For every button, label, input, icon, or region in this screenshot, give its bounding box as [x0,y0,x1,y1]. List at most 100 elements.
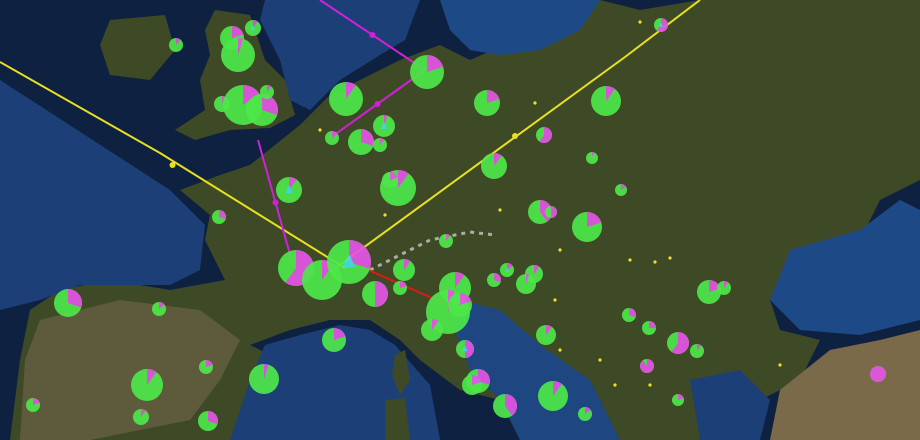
pie-slice-magenta [487,90,500,103]
pie-marker[interactable] [640,359,655,374]
pie-marker[interactable] [327,240,372,284]
pie-marker[interactable] [322,328,346,352]
pie-marker[interactable] [615,184,627,196]
pie-marker[interactable] [54,289,82,317]
pie-marker[interactable] [199,360,213,374]
pie-slice-magenta [678,394,684,400]
pie-marker[interactable] [421,319,443,341]
pie-marker[interactable] [131,369,163,401]
location-point[interactable] [558,348,562,352]
pie-marker[interactable] [348,129,374,155]
route-arrow-icon [512,133,518,139]
pie-marker[interactable] [325,131,339,145]
pie-marker[interactable] [393,259,415,281]
pie-marker[interactable] [538,381,568,411]
pie-marker[interactable] [362,281,388,307]
pie-marker[interactable] [654,18,668,32]
pie-marker[interactable] [152,302,166,316]
route-line[interactable] [329,0,701,273]
pie-slice-magenta [375,281,388,307]
pie-marker[interactable] [246,94,279,126]
pie-slice-magenta [446,234,451,241]
pie-marker[interactable] [382,172,398,188]
pie-marker[interactable] [133,409,149,425]
pie-marker[interactable] [536,325,556,345]
pie-slice-cyan [658,22,664,27]
pie-marker[interactable] [373,138,387,152]
location-point[interactable] [383,213,387,217]
pie-slice-magenta [505,394,517,416]
pie-slice-magenta [606,86,615,101]
pie-marker[interactable] [672,394,684,406]
pie-marker[interactable] [214,96,230,112]
corsica [392,350,410,395]
pie-slice-magenta [553,381,562,396]
pie-marker[interactable] [697,280,721,304]
pie-slice-magenta [253,20,258,28]
pie-marker[interactable] [586,152,598,164]
adriatic-sea [455,300,620,440]
pie-marker[interactable] [717,281,731,295]
location-point[interactable] [553,298,557,302]
pie-marker[interactable] [536,127,552,143]
location-point[interactable] [613,383,617,387]
location-point[interactable] [533,101,537,105]
pie-marker[interactable] [642,321,656,335]
pie-marker[interactable] [260,85,274,99]
baltic-sea [440,0,600,55]
pie-marker[interactable] [393,281,407,295]
pie-slice-magenta [176,38,181,45]
pie-marker[interactable] [439,234,453,248]
pie-marker[interactable] [26,398,40,412]
pie-marker[interactable] [667,332,689,354]
location-point[interactable] [638,20,642,24]
location-point[interactable] [668,256,672,260]
pie-marker[interactable] [481,153,507,179]
location-point[interactable] [498,208,502,212]
pie-slice-magenta [724,281,729,288]
pie-marker[interactable] [690,344,704,358]
pie-marker[interactable] [329,82,363,116]
location-point[interactable] [598,358,602,362]
pie-marker[interactable] [516,274,536,294]
pie-marker[interactable] [578,407,592,421]
pie-marker[interactable] [169,38,183,52]
pie-marker[interactable] [221,38,255,72]
location-point[interactable] [558,248,562,252]
pie-slice-magenta [465,340,474,358]
pie-marker[interactable] [373,115,395,137]
location-point[interactable] [653,260,657,264]
location-point[interactable] [628,258,632,262]
pie-marker[interactable] [622,308,636,322]
pie-marker[interactable] [245,20,261,36]
pie-marker[interactable] [474,90,500,116]
pie-slice-magenta [33,398,40,405]
pie-marker[interactable] [448,293,472,317]
pie-marker[interactable] [249,364,279,394]
pie-slice-cyan [250,25,256,30]
pie-slice-magenta [629,308,636,318]
pie-marker[interactable] [500,262,514,277]
location-point[interactable] [318,128,322,132]
pie-marker[interactable] [591,86,621,116]
pie-marker[interactable] [456,340,474,358]
pie-marker[interactable] [545,206,557,218]
pie-marker[interactable] [869,366,886,382]
pie-marker[interactable] [493,394,517,418]
pie-marker[interactable] [487,273,502,287]
pie-slice-magenta [427,55,444,72]
pie-marker[interactable] [462,375,482,395]
pie-marker[interactable] [276,177,302,203]
pie-marker[interactable] [212,210,226,224]
pie-slice-magenta [400,281,407,288]
pie-marker[interactable] [410,55,444,89]
location-point[interactable] [648,383,652,387]
pie-slice-magenta [147,369,157,385]
pie-marker[interactable] [572,212,602,242]
pie-marker[interactable] [198,411,219,431]
pie-slice-magenta [592,152,594,158]
pie-slice-magenta [621,184,626,190]
location-point[interactable] [778,363,782,367]
